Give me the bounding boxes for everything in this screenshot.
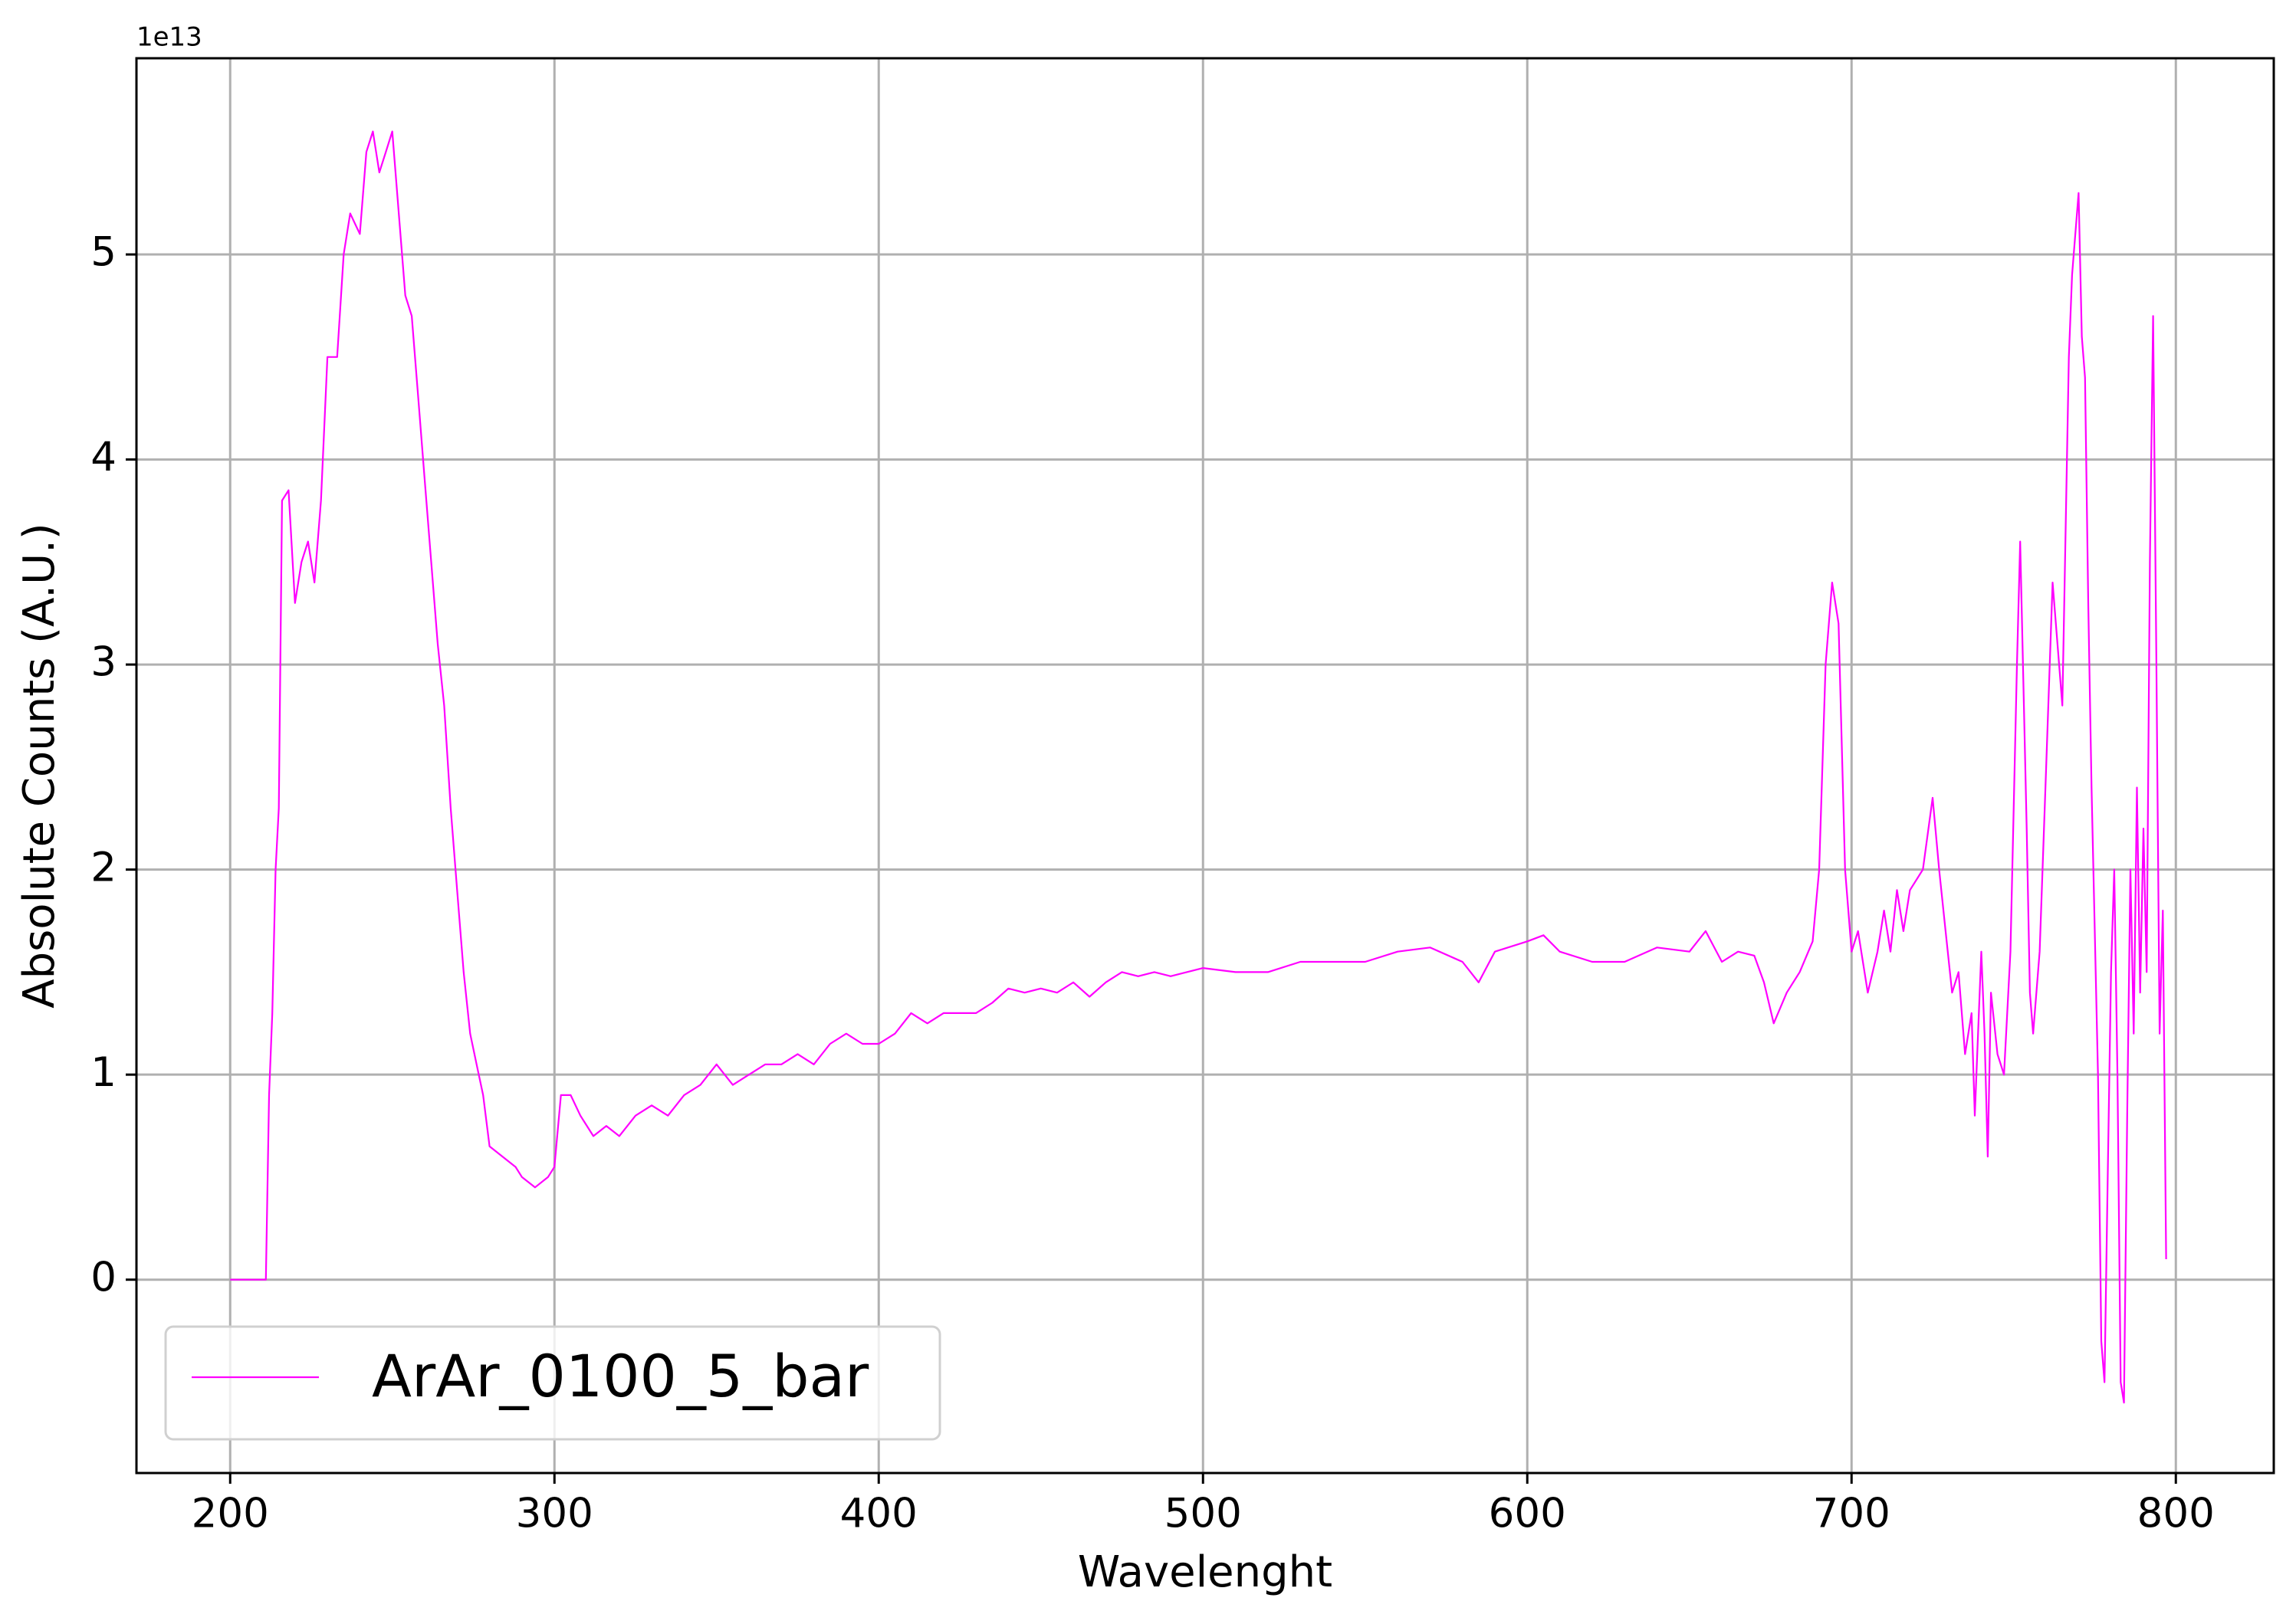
y-tick-label: 3 (90, 639, 117, 686)
x-tick-label: 500 (1164, 1491, 1242, 1537)
x-tick-label: 200 (192, 1491, 269, 1537)
data-line (230, 130, 2167, 1404)
legend-box (164, 1325, 941, 1441)
x-tick-label: 800 (2137, 1491, 2215, 1537)
x-tick-label: 300 (516, 1491, 593, 1537)
offset-label: 1e13 (136, 22, 202, 53)
plot-frame (135, 57, 2275, 1475)
x-tick-label: 600 (1489, 1491, 1566, 1537)
legend-label: ArAr_0100_5_bar (372, 1342, 869, 1410)
y-tick-label: 2 (90, 844, 117, 891)
x-axis-label: Wavelenght (1078, 1547, 1332, 1597)
x-tick-label: 400 (840, 1491, 918, 1537)
y-tick-label: 0 (90, 1254, 117, 1301)
y-tick-label: 4 (90, 434, 117, 481)
y-axis-label: Absolute Counts (A.U.) (15, 523, 64, 1008)
y-tick-label: 1 (90, 1049, 117, 1096)
x-tick-label: 700 (1813, 1491, 1890, 1537)
y-tick-label: 5 (90, 229, 117, 276)
